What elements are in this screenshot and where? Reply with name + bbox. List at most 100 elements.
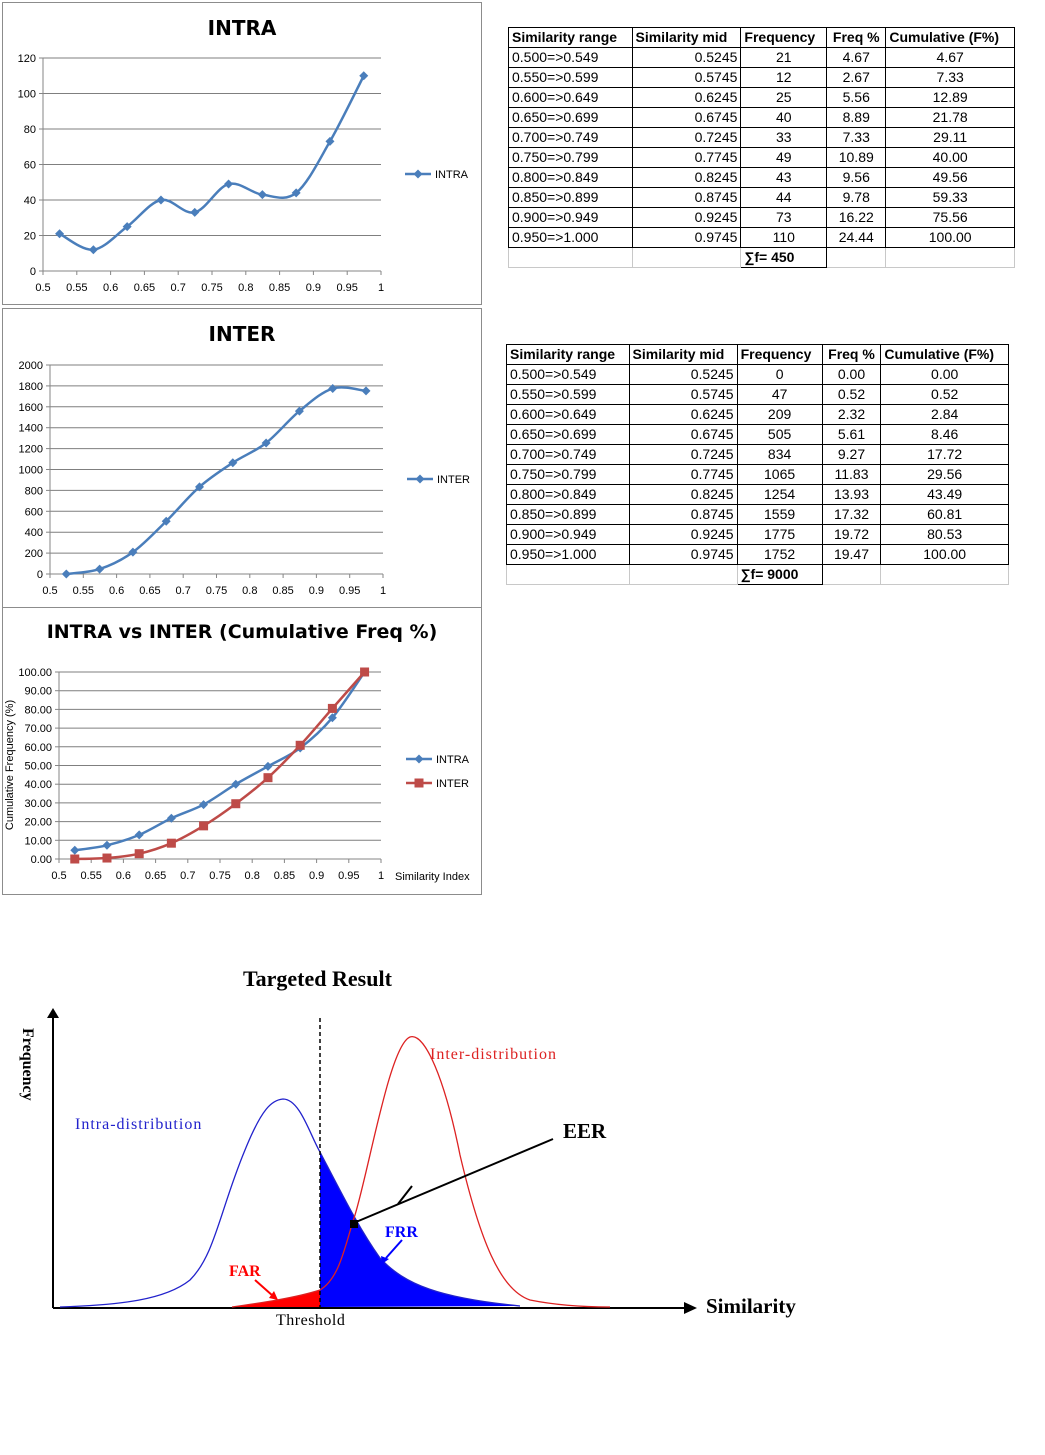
y-tick-label: 60.00 — [24, 742, 52, 754]
cell-frequency: 49 — [740, 147, 828, 168]
data-point — [295, 740, 305, 750]
data-point — [261, 438, 271, 448]
series-line-intra — [58, 75, 365, 251]
frr-pointer-head — [381, 1256, 389, 1264]
x-tick-label: 0.7 — [180, 870, 195, 882]
data-point — [224, 179, 234, 189]
y-tick-label: 50.00 — [24, 761, 52, 773]
y-axis-title: Cumulative Frequency (%) — [4, 700, 16, 830]
data-point — [166, 838, 176, 848]
far-pointer — [254, 1279, 274, 1297]
y-tick-label: 1800 — [19, 381, 43, 393]
table-row: 0.950=>1.000 0.9745 110 24.44 100.00 — [508, 227, 1015, 248]
table-row: 0.750=>0.799 0.7745 49 10.89 40.00 — [508, 147, 1015, 168]
data-point — [102, 853, 112, 863]
x-tick-label: 0.65 — [139, 585, 160, 597]
cell-frequency: 1775 — [736, 524, 823, 545]
table-row: 0.600=>0.649 0.6245 25 5.56 12.89 — [508, 87, 1015, 108]
x-tick-label: 0.75 — [201, 282, 222, 294]
inter-distribution-curve — [231, 1036, 611, 1308]
data-point — [360, 667, 370, 677]
header-similarity-range: Similarity range — [506, 344, 630, 365]
x-tick-label: 1 — [380, 585, 386, 597]
cumulative-chart-panel: INTRA vs INTER (Cumulative Freq %) 0.00 1… — [2, 607, 482, 895]
x-tick-label: 0.6 — [109, 585, 124, 597]
y-tick-label: 80.00 — [24, 704, 52, 716]
legend-label: INTER — [436, 778, 469, 790]
x-tick-label: 0.85 — [274, 870, 295, 882]
y-tick-label: 100.00 — [18, 667, 52, 679]
cell-freq-percent: 7.33 — [826, 127, 887, 148]
cell-similarity-mid: 0.9745 — [631, 227, 742, 248]
x-tick-label: 0.95 — [339, 585, 360, 597]
series-line-intra — [74, 671, 366, 852]
data-point — [70, 845, 80, 855]
table-row: 0.550=>0.599 0.5745 12 2.67 7.33 — [508, 67, 1015, 88]
x-tick-label: 0.8 — [245, 870, 260, 882]
cell-similarity-mid: 0.7745 — [628, 464, 738, 485]
eer-pointer-line — [355, 1138, 554, 1223]
y-tick-label: 0.00 — [31, 854, 52, 866]
header-frequency: Frequency — [740, 27, 828, 48]
table-sum-row: ∑f= 9000 — [506, 564, 1009, 585]
table-row: 0.600=>0.649 0.6245 209 2.32 2.84 — [506, 404, 1009, 425]
data-point — [161, 516, 171, 526]
similarity-axis-label: Similarity — [706, 1294, 796, 1318]
eer-label: EER — [563, 1119, 607, 1143]
y-tick-label: 20.00 — [24, 817, 52, 829]
inter-distribution-label: Inter-distribution — [430, 1046, 557, 1063]
frequency-sum: ∑f= 450 — [740, 247, 828, 268]
data-point — [134, 830, 144, 840]
table-row: 0.900=>0.949 0.9245 73 16.22 75.56 — [508, 207, 1015, 228]
x-tick-label: 0.9 — [309, 870, 324, 882]
y-tick-label: 120 — [18, 53, 36, 65]
inter-chart-title: INTER — [208, 322, 276, 346]
cell-freq-percent: 11.83 — [821, 464, 882, 485]
y-tick-label: 0 — [37, 569, 43, 581]
cumulative-chart-plot: 0.00 10.00 20.00 30.00 40.00 50.00 60.00 70.00 8… — [4, 667, 470, 883]
x-tick-label: 0.5 — [42, 585, 57, 597]
y-tick-label: 60 — [24, 160, 36, 172]
far-label: FAR — [229, 1263, 261, 1280]
data-point — [328, 384, 338, 394]
y-tick-label: 1000 — [19, 465, 43, 477]
x-tick-label: 0.65 — [145, 870, 166, 882]
frequency-axis-label: Frequency — [19, 1028, 36, 1101]
table-header-row: Similarity range Similarity mid Frequenc… — [508, 27, 1015, 48]
data-point — [102, 840, 112, 850]
blank-cell — [880, 564, 1009, 585]
y-tick-label: 600 — [25, 506, 43, 518]
cell-freq-percent: 4.67 — [826, 47, 887, 68]
y-tick-label: 10.00 — [24, 835, 52, 847]
series-line-inter — [74, 671, 366, 861]
y-tick-label: 100 — [18, 89, 36, 101]
header-similarity-mid: Similarity mid — [631, 27, 742, 48]
data-point — [166, 813, 176, 823]
cell-cumulative: 100.00 — [885, 227, 1015, 248]
y-tick-label: 800 — [25, 485, 43, 497]
intra-distribution-label: Intra-distribution — [75, 1116, 202, 1133]
cell-similarity-range: 0.600=>0.649 — [506, 404, 630, 425]
table-row: 0.950=>1.000 0.9745 1752 19.47 100.00 — [506, 544, 1009, 565]
header-freq-percent: Freq % — [826, 27, 887, 48]
data-point — [257, 190, 267, 200]
cell-cumulative: 100.00 — [880, 544, 1009, 565]
series-line-inter — [66, 386, 367, 576]
y-tick-label: 40 — [24, 195, 36, 207]
data-point — [122, 222, 132, 232]
table-row: 0.850=>0.899 0.8745 1559 17.32 60.81 — [506, 504, 1009, 525]
x-tick-label: 0.9 — [309, 585, 324, 597]
x-axis-title: Similarity Index — [395, 871, 470, 883]
data-point — [359, 71, 369, 81]
legend-marker — [415, 474, 425, 484]
data-point — [231, 799, 241, 809]
table-row: 0.650=>0.699 0.6745 40 8.89 21.78 — [508, 107, 1015, 128]
data-point — [327, 713, 337, 723]
cell-similarity-mid: 0.5745 — [628, 384, 738, 405]
frr-label: FRR — [385, 1224, 418, 1241]
y-tick-label: 30.00 — [24, 798, 52, 810]
inter-chart-panel: INTER 0 200 400 600 800 1000 1200 1400 1600 1800 2… — [2, 308, 482, 608]
cell-freq-percent: 9.56 — [826, 167, 887, 188]
data-point — [61, 569, 71, 579]
